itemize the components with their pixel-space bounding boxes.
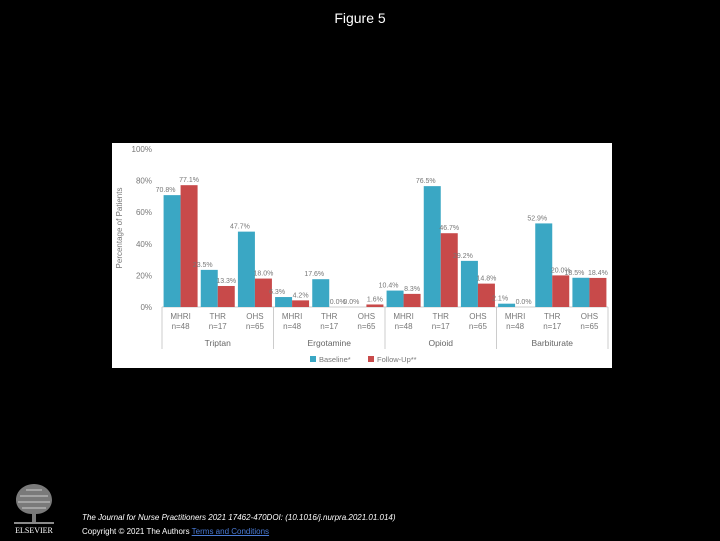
legend-swatch: [368, 356, 374, 362]
y-tick-label: 100%: [132, 145, 152, 154]
bar-baseline: [312, 279, 330, 307]
journal-citation: The Journal for Nurse Practitioners 2021…: [82, 513, 396, 522]
elsevier-tree-icon: ELSEVIER: [6, 478, 62, 536]
y-axis-label: Percentage of Patients: [115, 188, 124, 269]
bar-followup: [217, 285, 235, 307]
data-label-followup: 46.7%: [439, 225, 459, 232]
bar-followup: [180, 185, 198, 307]
x-tick-n-label: n=65: [469, 322, 488, 331]
group-label: Ergotamine: [308, 338, 352, 348]
data-label-baseline: 52.9%: [527, 215, 547, 222]
data-label-baseline: 23.5%: [193, 262, 213, 269]
data-label-followup: 0.0%: [516, 299, 532, 306]
bar-baseline: [460, 260, 478, 307]
group-label: Opioid: [428, 338, 453, 348]
data-label-followup: 13.3%: [216, 278, 236, 285]
y-tick-label: 20%: [136, 271, 152, 280]
data-label-followup: 0.0%: [330, 299, 346, 306]
elsevier-wordmark: ELSEVIER: [15, 526, 53, 535]
data-label-baseline: 76.5%: [416, 178, 436, 185]
data-label-followup: 20.0%: [551, 267, 571, 274]
data-label-baseline: 17.6%: [304, 271, 324, 278]
data-label-baseline: 70.8%: [156, 187, 176, 194]
data-label-baseline: 29.2%: [453, 253, 473, 260]
x-tick-n-label: n=48: [172, 322, 191, 331]
data-label-baseline: 2.1%: [492, 296, 508, 303]
x-tick-n-label: n=17: [209, 322, 228, 331]
x-tick-label: MHRI: [505, 312, 525, 321]
data-label-followup: 4.2%: [293, 292, 309, 299]
elsevier-logo: ELSEVIER: [6, 478, 62, 536]
y-tick-label: 40%: [136, 240, 152, 249]
bar-followup: [477, 283, 495, 307]
bar-baseline: [535, 223, 553, 307]
data-label-baseline: 47.7%: [230, 224, 250, 231]
data-label-followup: 18.4%: [588, 270, 608, 277]
group-label: Barbiturate: [531, 338, 573, 348]
data-label-followup: 18.0%: [253, 271, 273, 278]
y-tick-label: 0%: [140, 303, 152, 312]
data-label-baseline: 0.0%: [343, 299, 359, 306]
x-tick-label: OHS: [358, 312, 375, 321]
x-tick-n-label: n=65: [580, 322, 599, 331]
figure-title: Figure 5: [334, 10, 386, 26]
y-tick-label: 60%: [136, 208, 152, 217]
x-tick-n-label: n=65: [246, 322, 265, 331]
x-tick-n-label: n=17: [432, 322, 451, 331]
data-label-followup: 1.6%: [367, 296, 383, 303]
x-tick-label: OHS: [469, 312, 486, 321]
x-tick-n-label: n=17: [543, 322, 562, 331]
data-label-followup: 8.3%: [404, 286, 420, 293]
x-tick-label: THR: [210, 312, 227, 321]
x-tick-n-label: n=48: [506, 322, 525, 331]
bar-baseline: [386, 290, 404, 307]
x-tick-label: OHS: [581, 312, 598, 321]
terms-link[interactable]: Terms and Conditions: [191, 527, 270, 536]
group-label: Triptan: [205, 338, 231, 348]
bar-baseline: [163, 195, 181, 307]
bar-followup: [403, 293, 421, 307]
bar-baseline: [275, 297, 293, 307]
bar-followup: [292, 300, 310, 307]
x-tick-label: THR: [544, 312, 561, 321]
bar-baseline: [423, 186, 441, 307]
data-label-baseline: 10.4%: [379, 283, 399, 290]
bar-baseline: [572, 277, 590, 307]
x-tick-label: MHRI: [282, 312, 302, 321]
bar-followup: [254, 278, 272, 307]
copyright-text: Copyright © 2021 The Authors: [82, 527, 190, 536]
copyright-line: Copyright © 2021 The Authors Terms and C…: [82, 527, 269, 536]
legend-label: Follow-Up**: [377, 355, 417, 364]
bar-baseline: [200, 269, 218, 307]
x-tick-label: MHRI: [393, 312, 413, 321]
data-label-baseline: 6.3%: [269, 289, 285, 296]
bar-chart: Percentage of Patients 0% 20% 40% 60% 80% 100%…: [115, 145, 609, 364]
data-label-followup: 14.8%: [476, 276, 496, 283]
legend-label: Baseline*: [319, 355, 351, 364]
x-tick-n-label: n=48: [395, 322, 414, 331]
x-tick-label: THR: [433, 312, 450, 321]
bar-followup: [366, 304, 384, 307]
bar-baseline: [498, 303, 516, 307]
data-label-followup: 77.1%: [179, 177, 199, 184]
data-label-baseline: 18.5%: [564, 270, 584, 277]
x-tick-n-label: n=17: [320, 322, 339, 331]
y-tick-label: 80%: [136, 177, 152, 186]
bar-followup: [589, 277, 607, 307]
bar-followup: [440, 233, 458, 307]
bar-followup: [552, 275, 570, 307]
bar-baseline: [237, 231, 255, 307]
x-tick-label: MHRI: [170, 312, 190, 321]
x-tick-label: OHS: [246, 312, 263, 321]
x-tick-label: THR: [321, 312, 338, 321]
x-tick-n-label: n=48: [283, 322, 302, 331]
x-tick-n-label: n=65: [357, 322, 376, 331]
legend-swatch: [310, 356, 316, 362]
chart-panel: Percentage of Patients 0% 20% 40% 60% 80% 100%…: [112, 143, 612, 368]
